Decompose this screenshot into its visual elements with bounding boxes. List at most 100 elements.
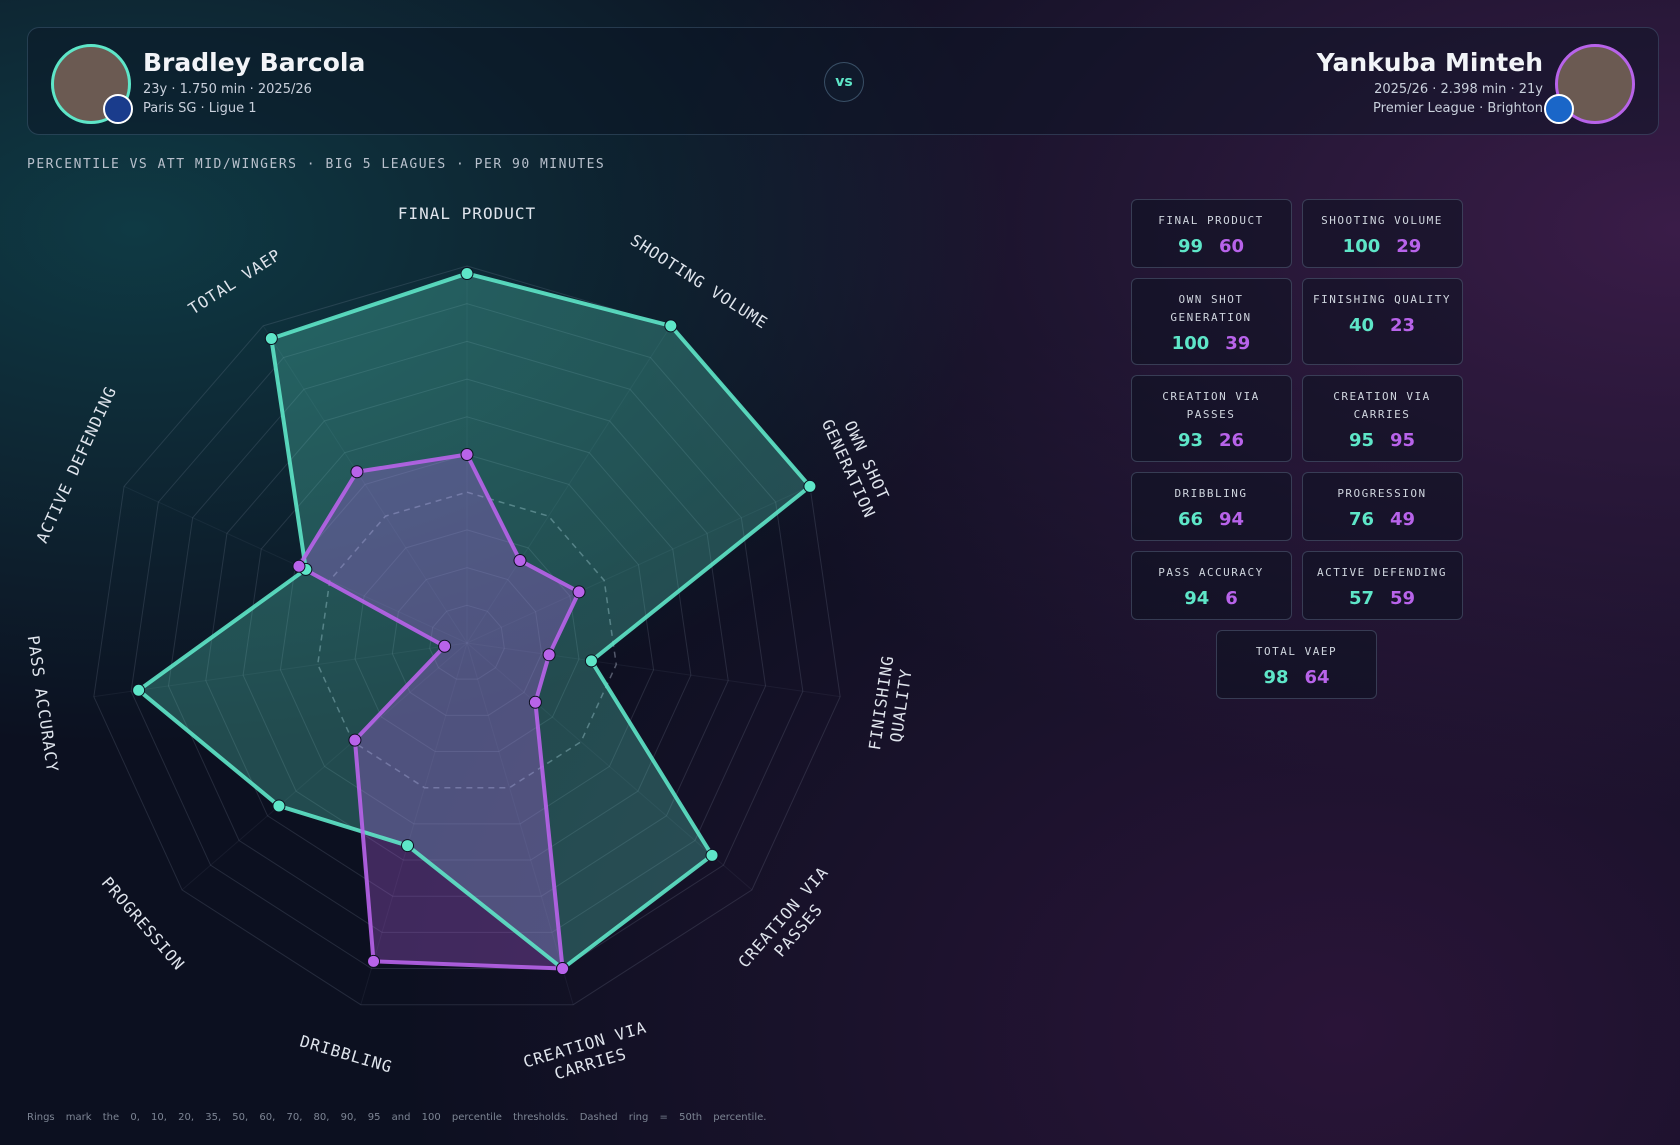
stat-label: Finishing Quality (1312, 293, 1452, 306)
stat-card: Progression 76 49 (1301, 472, 1463, 541)
stat-label: Shooting Volume (1321, 214, 1443, 227)
stat-value: 94 (1219, 509, 1245, 530)
stat-card: Pass Accuracy 94 6 (1130, 551, 1292, 620)
stat-values: 57 59 (1309, 588, 1456, 609)
stat-values: 95 95 (1309, 430, 1456, 451)
club-badge (1544, 94, 1574, 124)
stat-value: 40 (1348, 315, 1374, 336)
player-name: Yankuba Minteh (1316, 48, 1543, 77)
series-area (298, 454, 580, 969)
axis-label: CREATION VIAPASSES (734, 862, 847, 984)
data-point (350, 465, 364, 479)
club-badge (103, 94, 133, 124)
data-point (401, 839, 415, 853)
player-club: Premier League · Brighton (1373, 101, 1543, 116)
stat-card: Dribbling 66 94 (1130, 472, 1292, 541)
stat-card: Own Shot Generation 100 39 (1130, 278, 1292, 365)
ring (130, 303, 804, 970)
stat-cards: Final Product 99 60 Shooting Volume 100 29 Own… (1130, 199, 1463, 699)
player-club: Paris SG · Ligue 1 (143, 101, 257, 116)
ring (205, 378, 729, 897)
axis-label: DRIBBLING (298, 1031, 395, 1076)
data-point (292, 559, 306, 573)
axis-label: ACTIVE DEFENDING (32, 383, 120, 546)
series-line (136, 271, 812, 971)
spoke (466, 642, 753, 891)
stat-label: Total VAEP (1255, 645, 1338, 658)
stat-values: 98 64 (1223, 667, 1370, 688)
stat-label: Final Product (1158, 214, 1264, 227)
data-point (272, 799, 286, 813)
spoke (93, 642, 468, 698)
stat-label: Pass Accuracy (1158, 566, 1264, 579)
stat-value: 23 (1390, 315, 1416, 336)
series-area (138, 273, 810, 969)
stat-card: Finishing Quality 40 23 (1301, 278, 1463, 365)
data-point (584, 654, 598, 668)
stat-values: 99 60 (1138, 236, 1285, 257)
data-point (460, 448, 474, 461)
stat-values: 100 39 (1138, 333, 1285, 354)
stat-value: 95 (1390, 430, 1416, 451)
spoke (466, 485, 811, 644)
footnote: Rings mark the 0, 10, 20, 35, 50, 60, 70… (27, 1112, 767, 1123)
stat-values: 66 94 (1138, 509, 1285, 530)
data-point (705, 848, 719, 862)
stat-card: Active Defending 57 59 (1301, 551, 1463, 620)
stat-label: Progression (1337, 487, 1427, 500)
stat-value: 76 (1348, 509, 1374, 530)
stat-value: 39 (1225, 333, 1251, 354)
stat-values: 93 26 (1138, 430, 1285, 451)
stat-values: 76 49 (1309, 509, 1456, 530)
ring (354, 529, 580, 753)
stat-value: 6 (1225, 588, 1238, 609)
data-point (264, 332, 278, 346)
data-point (513, 554, 527, 568)
data-point (132, 683, 146, 697)
stat-value: 29 (1396, 236, 1422, 257)
stat-value: 26 (1219, 430, 1245, 451)
stat-value: 98 (1263, 667, 1289, 688)
player-meta: 23y · 1.750 min · 2025/26 (143, 82, 312, 97)
stat-value: 64 (1304, 667, 1330, 688)
stat-values: 94 6 (1138, 588, 1285, 609)
stat-card: Total VAEP 98 64 (1216, 630, 1377, 699)
ring (391, 567, 543, 716)
data-point (542, 648, 556, 662)
spoke (466, 642, 841, 698)
data-point (528, 695, 542, 709)
stat-label: Active Defending (1317, 566, 1447, 579)
axis-label: CREATION VIACARRIES (521, 1017, 654, 1090)
stat-value: 60 (1219, 236, 1245, 257)
stat-card: Creation via Carries 95 95 (1301, 375, 1463, 462)
subtitle: PERCENTILE VS ATT MID/WINGERS · BIG 5 LE… (27, 157, 606, 172)
axis-label: PASS ACCURACY (24, 634, 62, 774)
spoke (262, 325, 468, 644)
stat-value: 59 (1390, 588, 1416, 609)
spoke (466, 325, 672, 644)
ring (167, 340, 767, 933)
data-point (460, 267, 474, 281)
radar-chart: FINAL PRODUCT SHOOTING VOLUME OWN SHOTGENE… (24, 204, 917, 1090)
series-line (296, 452, 582, 971)
stat-label: Dribbling (1174, 487, 1248, 500)
axis-label: TOTAL VAEP (185, 245, 285, 318)
stat-label: Own Shot Generation (1170, 293, 1252, 324)
stat-card: Final Product 99 60 (1130, 199, 1292, 268)
data-point (367, 954, 381, 968)
stat-value: 100 (1171, 333, 1210, 354)
stat-value: 100 (1342, 236, 1381, 257)
data-point (556, 962, 570, 976)
stat-value: 57 (1348, 588, 1374, 609)
stat-label: Creation via Carries (1333, 390, 1431, 421)
stat-values: 100 29 (1309, 236, 1456, 257)
axis-label: PROGRESSION (98, 873, 189, 974)
ring (242, 416, 692, 861)
data-point (348, 733, 362, 747)
axis-label: FINISHINGQUALITY (865, 654, 917, 754)
stat-card: Creation via Passes 93 26 (1130, 375, 1292, 462)
stat-value: 66 (1177, 509, 1203, 530)
stat-value: 94 (1184, 588, 1210, 609)
